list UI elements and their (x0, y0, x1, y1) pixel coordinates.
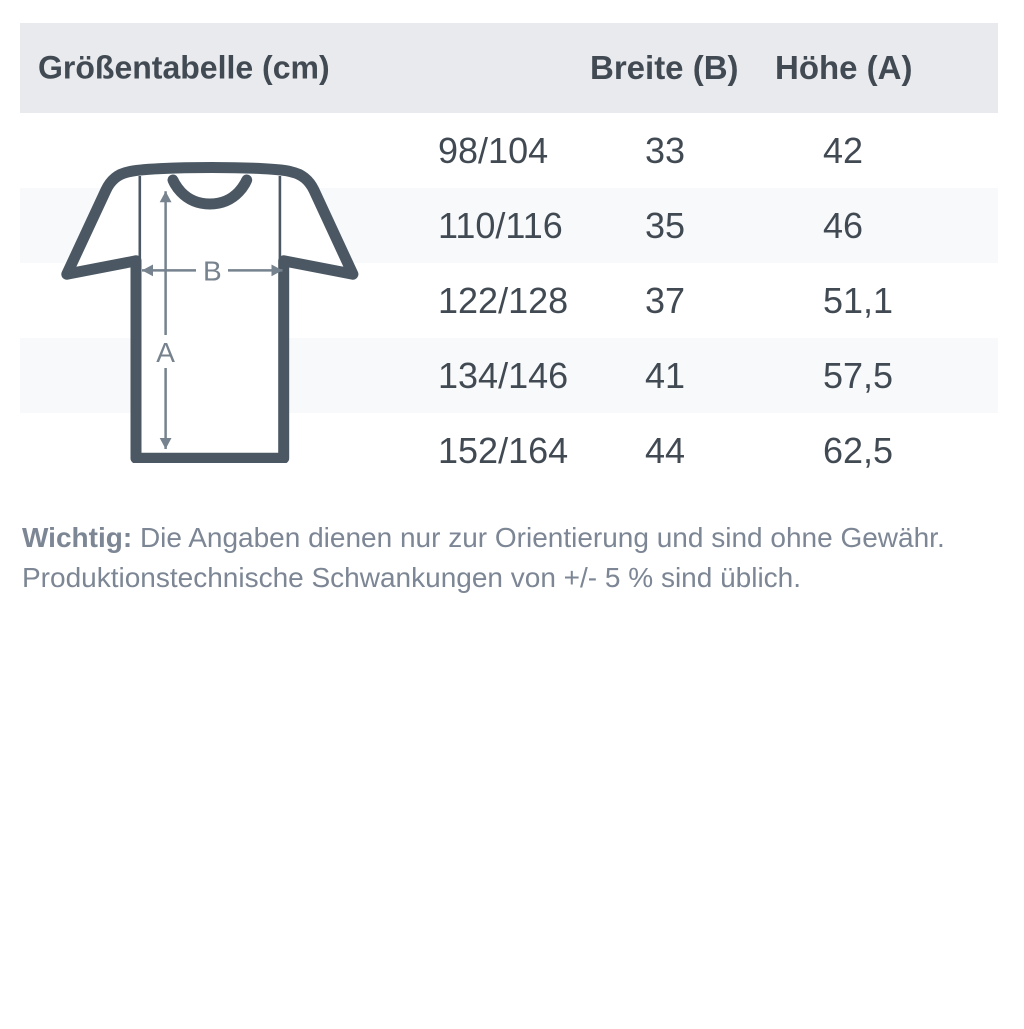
svg-text:B: B (203, 256, 222, 287)
svg-text:A: A (156, 337, 175, 368)
